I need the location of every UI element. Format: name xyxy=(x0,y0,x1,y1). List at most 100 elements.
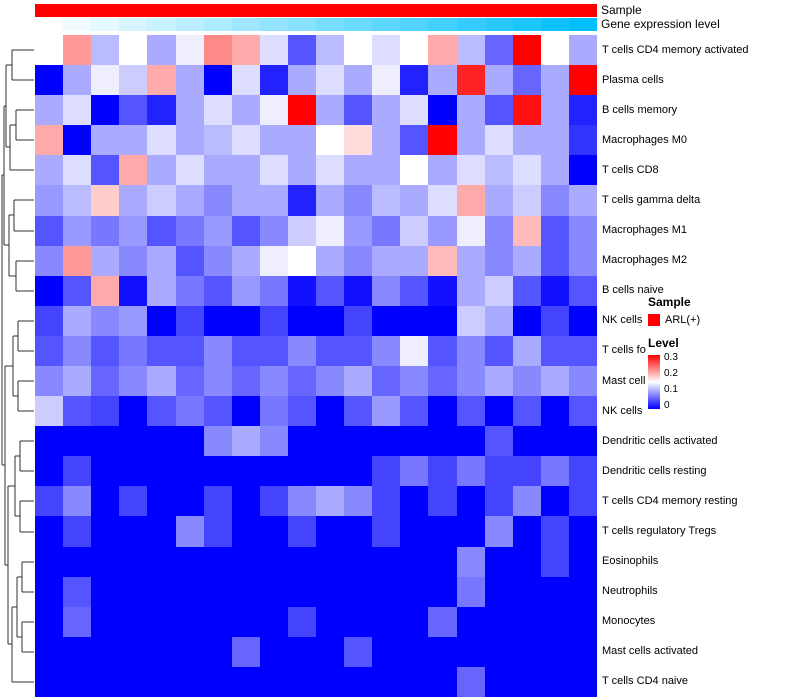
heatmap-cell xyxy=(344,305,373,336)
heatmap-cell xyxy=(484,606,513,637)
heatmap-cell xyxy=(231,245,260,276)
heatmap-cell xyxy=(175,275,204,306)
heatmap-cell xyxy=(400,35,429,66)
sample-annotation-cell xyxy=(231,4,260,17)
gene-expression-annotation-cell xyxy=(344,18,373,31)
sample-annotation-cell xyxy=(91,4,120,17)
heatmap-cell xyxy=(428,546,457,577)
heatmap-cell xyxy=(456,245,485,276)
heatmap-cell xyxy=(512,125,541,156)
heatmap-cell xyxy=(456,636,485,667)
heatmap-cell xyxy=(63,245,92,276)
heatmap-cell xyxy=(147,305,176,336)
heatmap-cell xyxy=(568,155,597,186)
heatmap-cell xyxy=(540,305,569,336)
row-label: T cells CD4 memory resting xyxy=(602,494,738,507)
heatmap-cell xyxy=(259,35,288,66)
heatmap-cell xyxy=(259,65,288,96)
heatmap-cell xyxy=(35,456,64,487)
heatmap-cell xyxy=(175,576,204,607)
heatmap-cell xyxy=(316,215,345,246)
heatmap-cell xyxy=(91,335,120,366)
heatmap-cell xyxy=(456,335,485,366)
heatmap-cell xyxy=(400,366,429,397)
heatmap-cell xyxy=(91,666,120,697)
sample-annotation-cell xyxy=(63,4,92,17)
heatmap-cell xyxy=(568,335,597,366)
heatmap-cell xyxy=(119,636,148,667)
heatmap-cell xyxy=(147,486,176,517)
heatmap-cell xyxy=(540,576,569,607)
heatmap-cell xyxy=(231,516,260,547)
heatmap-cell xyxy=(91,185,120,216)
heatmap-cell xyxy=(568,666,597,697)
sample-annotation-cell xyxy=(456,4,485,17)
heatmap-cell xyxy=(372,516,401,547)
heatmap-cell xyxy=(119,606,148,637)
heatmap-cell xyxy=(372,426,401,457)
heatmap-cell xyxy=(63,666,92,697)
heatmap-cell xyxy=(119,366,148,397)
row-label: Plasma cells xyxy=(602,73,664,86)
heatmap-cell xyxy=(512,95,541,126)
heatmap-cell xyxy=(372,215,401,246)
heatmap-cell xyxy=(568,486,597,517)
gene-expression-annotation-cell xyxy=(372,18,401,31)
heatmap-cell xyxy=(175,155,204,186)
heatmap-cell xyxy=(287,516,316,547)
heatmap-cell xyxy=(91,546,120,577)
heatmap-cell xyxy=(344,185,373,216)
heatmap-cell xyxy=(203,245,232,276)
heatmap-cell xyxy=(259,305,288,336)
heatmap-cell xyxy=(372,576,401,607)
heatmap-cell xyxy=(316,516,345,547)
heatmap-cell xyxy=(203,155,232,186)
heatmap-cell xyxy=(316,35,345,66)
heatmap-cell xyxy=(259,546,288,577)
heatmap-cell xyxy=(512,666,541,697)
heatmap-cell xyxy=(175,636,204,667)
gene-expression-annotation-cell xyxy=(540,18,569,31)
heatmap-cell xyxy=(428,335,457,366)
heatmap-cell xyxy=(175,486,204,517)
sample-annotation-cell xyxy=(119,4,148,17)
heatmap-cell xyxy=(400,576,429,607)
row-label: T cells CD4 memory activated xyxy=(602,43,749,56)
heatmap-cell xyxy=(147,636,176,667)
heatmap-cell xyxy=(35,335,64,366)
heatmap-cell xyxy=(119,396,148,427)
heatmap-cell xyxy=(287,215,316,246)
heatmap-cell xyxy=(203,546,232,577)
heatmap-cell xyxy=(428,426,457,457)
heatmap-cell xyxy=(91,426,120,457)
heatmap-cell xyxy=(344,666,373,697)
heatmap-cell xyxy=(540,606,569,637)
heatmap-cell xyxy=(512,636,541,667)
heatmap-cell xyxy=(91,305,120,336)
heatmap-cell xyxy=(203,335,232,366)
heatmap-cell xyxy=(259,275,288,306)
heatmap-cell xyxy=(484,245,513,276)
sample-annotation-cell xyxy=(287,4,316,17)
heatmap-cell xyxy=(512,486,541,517)
heatmap-cell xyxy=(91,35,120,66)
heatmap-cell xyxy=(119,576,148,607)
heatmap-cell xyxy=(316,366,345,397)
heatmap-cell xyxy=(287,95,316,126)
heatmap-cell xyxy=(568,125,597,156)
gene-expression-annotation-cell xyxy=(203,18,232,31)
heatmap-cell xyxy=(91,155,120,186)
heatmap-cell xyxy=(259,456,288,487)
heatmap-cell xyxy=(91,366,120,397)
heatmap-cell xyxy=(400,125,429,156)
gene-expression-annotation-cell xyxy=(175,18,204,31)
heatmap-cell xyxy=(175,426,204,457)
sample-annotation-cell xyxy=(400,4,429,17)
heatmap-cell xyxy=(344,65,373,96)
heatmap-cell xyxy=(35,245,64,276)
heatmap-cell xyxy=(372,305,401,336)
heatmap-cell xyxy=(372,335,401,366)
heatmap-cell xyxy=(175,666,204,697)
heatmap-cell xyxy=(231,546,260,577)
row-label: NK cells resting xyxy=(602,314,679,327)
